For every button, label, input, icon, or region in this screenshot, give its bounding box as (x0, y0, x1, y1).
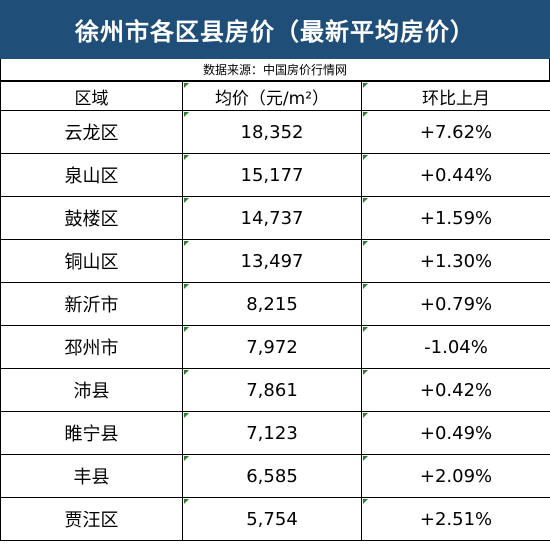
region-cell: 贾汪区 (0, 497, 183, 541)
region-cell: 新沂市 (0, 282, 183, 326)
cell-marker-icon (363, 155, 368, 160)
table-row: 新沂市 8,215 +0.79% (0, 282, 550, 326)
price-cell: 15,177 (182, 153, 362, 197)
price-cell: 13,497 (182, 239, 362, 283)
cell-marker-icon (184, 413, 189, 418)
table-title: 徐州市各区县房价（最新平均房价） (0, 0, 550, 59)
header-price: 均价（元/m²） (182, 81, 362, 111)
cell-marker-icon (363, 198, 368, 203)
price-table: 区域 均价（元/m²） 环比上月 云龙区 18,352 +7.62% 泉山区 15,17… (0, 81, 550, 541)
cell-marker-icon (184, 327, 189, 332)
cell-marker-icon (184, 112, 189, 117)
cell-marker-icon (363, 83, 368, 88)
cell-marker-icon (363, 456, 368, 461)
cell-marker-icon (184, 456, 189, 461)
mom-change-cell: +1.30% (361, 239, 550, 283)
cell-marker-icon (184, 499, 189, 504)
cell-marker-icon (363, 112, 368, 117)
table-header-row: 区域 均价（元/m²） 环比上月 (0, 81, 550, 111)
region-cell: 邳州市 (0, 325, 183, 369)
region-cell: 睢宁县 (0, 411, 183, 455)
mom-change-cell: +0.79% (361, 282, 550, 326)
table-row: 丰县 6,585 +2.09% (0, 454, 550, 498)
cell-marker-icon (363, 413, 368, 418)
price-cell: 18,352 (182, 110, 362, 154)
cell-marker-icon (184, 155, 189, 160)
region-cell: 鼓楼区 (0, 196, 183, 240)
cell-marker-icon (184, 83, 189, 88)
table-row: 泉山区 15,177 +0.44% (0, 153, 550, 197)
cell-marker-icon (363, 499, 368, 504)
mom-change-cell: +0.44% (361, 153, 550, 197)
region-cell: 铜山区 (0, 239, 183, 283)
cell-marker-icon (363, 327, 368, 332)
mom-change-cell: +7.62% (361, 110, 550, 154)
cell-marker-icon (363, 370, 368, 375)
table-row: 睢宁县 7,123 +0.49% (0, 411, 550, 455)
region-cell: 云龙区 (0, 110, 183, 154)
price-cell: 8,215 (182, 282, 362, 326)
table-row: 云龙区 18,352 +7.62% (0, 110, 550, 154)
header-region: 区域 (0, 81, 183, 111)
cell-marker-icon (184, 241, 189, 246)
header-mom: 环比上月 (361, 81, 550, 111)
cell-marker-icon (184, 284, 189, 289)
mom-change-cell: +2.09% (361, 454, 550, 498)
region-cell: 丰县 (0, 454, 183, 498)
price-cell: 7,972 (182, 325, 362, 369)
cell-marker-icon (184, 370, 189, 375)
mom-change-cell: +2.51% (361, 497, 550, 541)
price-table-body: 区域 均价（元/m²） 环比上月 云龙区 18,352 +7.62% 泉山区 15,17… (0, 81, 550, 541)
price-cell: 6,585 (182, 454, 362, 498)
region-cell: 泉山区 (0, 153, 183, 197)
table-row: 鼓楼区 14,737 +1.59% (0, 196, 550, 240)
table-row: 铜山区 13,497 +1.30% (0, 239, 550, 283)
price-cell: 5,754 (182, 497, 362, 541)
cell-marker-icon (363, 284, 368, 289)
mom-change-cell: +0.42% (361, 368, 550, 412)
price-cell: 14,737 (182, 196, 362, 240)
table-row: 沛县 7,861 +0.42% (0, 368, 550, 412)
region-cell: 沛县 (0, 368, 183, 412)
table-row: 邳州市 7,972 -1.04% (0, 325, 550, 369)
price-cell: 7,123 (182, 411, 362, 455)
price-cell: 7,861 (182, 368, 362, 412)
mom-change-cell: +0.49% (361, 411, 550, 455)
table-row: 贾汪区 5,754 +2.51% (0, 497, 550, 541)
cell-marker-icon (363, 241, 368, 246)
cell-marker-icon (184, 198, 189, 203)
mom-change-cell: +1.59% (361, 196, 550, 240)
mom-change-cell: -1.04% (361, 325, 550, 369)
data-source-note: 数据来源：中国房价行情网 (0, 59, 550, 81)
